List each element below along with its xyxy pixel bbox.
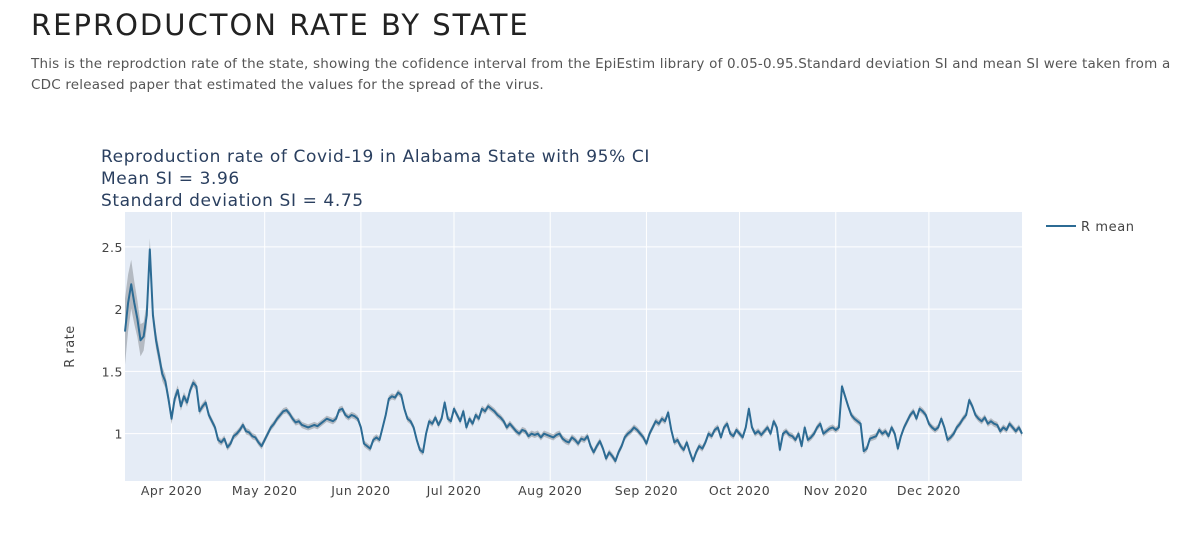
x-axis-ticks: Apr 2020 May 2020 Jun 2020 Jul 2020 Aug 2020… <box>141 483 961 498</box>
chart-title: Reproduction rate of Covid-19 in Alabama… <box>101 147 650 211</box>
chart-title-line: Reproduction rate of Covid-19 in Alabama… <box>101 147 650 167</box>
legend-label-r-mean[interactable]: R mean <box>1081 220 1135 235</box>
chart-title-line: Mean SI = 3.96 <box>101 169 240 189</box>
x-tick-label: Jun 2020 <box>330 483 390 498</box>
r-mean-line <box>124 248 1023 463</box>
x-tick-label: Nov 2020 <box>804 483 868 498</box>
x-tick-label: Aug 2020 <box>518 483 582 498</box>
x-tick-label: Dec 2020 <box>897 483 961 498</box>
y-axis-ticks: 1 1.5 2 2.5 <box>102 240 123 442</box>
y-axis-label: R rate <box>63 325 78 368</box>
y-tick-label: 2 <box>115 302 123 317</box>
x-tick-label: Oct 2020 <box>709 483 770 498</box>
y-tick-label: 2.5 <box>102 240 123 255</box>
legend[interactable]: R mean <box>1046 220 1135 235</box>
r-mean-series-path[interactable] <box>124 248 1023 463</box>
y-tick-label: 1.5 <box>102 364 123 379</box>
page-title: REPRODUCTON RATE BY STATE <box>31 8 530 42</box>
x-tick-label: Apr 2020 <box>141 483 202 498</box>
gridlines <box>125 212 1022 481</box>
x-tick-label: May 2020 <box>232 483 298 498</box>
x-tick-label: Sep 2020 <box>615 483 678 498</box>
y-tick-label: 1 <box>115 427 123 442</box>
chart-title-line: Standard deviation SI = 4.75 <box>101 191 364 211</box>
x-tick-label: Jul 2020 <box>426 483 482 498</box>
page-description: This is the reprodction rate of the stat… <box>31 56 1171 93</box>
